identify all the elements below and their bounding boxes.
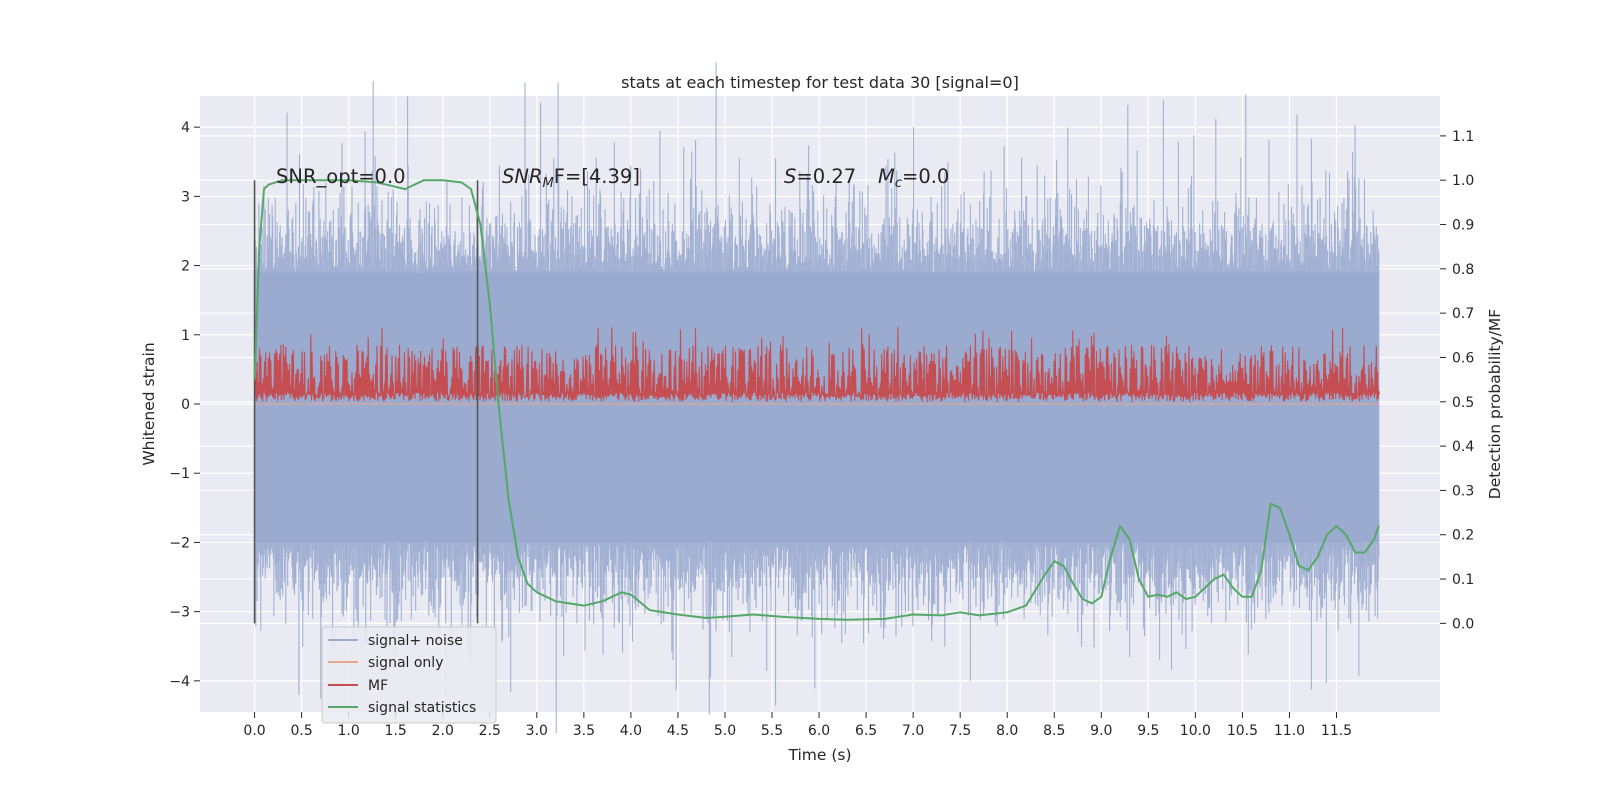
- annotation-mc-sub: c: [895, 176, 902, 191]
- annotations: SNR_opt=0.0 SNRMF=[4.39] S=0.27 Mc=0.0: [276, 165, 949, 191]
- y-tick-label-left: 2: [181, 259, 190, 275]
- legend: signal+ noise signal only MF signal stat…: [321, 626, 497, 724]
- legend-label-signal-only: signal only: [368, 655, 443, 671]
- x-tick-label: 4.5: [667, 723, 689, 739]
- mf-line: [254, 327, 1381, 402]
- signal-statistics-series: [253, 179, 1380, 621]
- axis-ticks: 0.0 0.5 1.0 1.5 2.0 2.5 3.0 3.5 4.0 4.5 5.0 5.5 6.0 6…: [169, 120, 1474, 739]
- legend-label-mf: MF: [368, 678, 388, 694]
- x-tick-label: 2.0: [432, 723, 454, 739]
- x-tick-label: 1.5: [385, 723, 407, 739]
- y-tick-label-right: 0.7: [1452, 306, 1474, 322]
- x-tick-label: 9.5: [1137, 723, 1159, 739]
- y-tick-label-left: 0: [181, 397, 190, 413]
- y-tick-label-left: −4: [169, 674, 190, 690]
- annotation-s-symbol: S: [784, 165, 796, 188]
- x-axis-label: Time (s): [787, 746, 851, 764]
- x-tick-label: 8.0: [996, 723, 1018, 739]
- y-tick-label-right: 1.1: [1452, 129, 1474, 145]
- x-tick-label: 9.0: [1090, 723, 1112, 739]
- signal-noise-series: [254, 62, 1380, 734]
- x-tick-label: 6.0: [808, 723, 830, 739]
- y-tick-label-right: 0.1: [1452, 572, 1474, 588]
- y-tick-label-left: −2: [169, 535, 190, 551]
- y-tick-label-left: 1: [181, 328, 190, 344]
- y-tick-label-right: 0.2: [1452, 528, 1474, 544]
- y-tick-label-right: 0.6: [1452, 350, 1474, 366]
- x-tick-label: 10.0: [1180, 723, 1211, 739]
- x-tick-label: 11.5: [1321, 723, 1352, 739]
- legend-label-signal-statistics: signal statistics: [368, 700, 476, 716]
- chart-title: stats at each timestep for test data 30 …: [621, 73, 1019, 92]
- annotation-s-value: =0.27: [796, 165, 856, 188]
- legend-box: [321, 626, 497, 724]
- y-tick-label-left: −3: [169, 605, 190, 621]
- y-tick-label-right: 0.4: [1452, 439, 1474, 455]
- y-tick-label-right: 1.0: [1452, 173, 1474, 189]
- annotation-snr-mf-sub: M: [543, 176, 554, 191]
- annotation-mc-value: =0.0: [902, 165, 949, 188]
- x-tick-label: 1.0: [338, 723, 360, 739]
- annotation-snr-mf-rest: F=[4.39]: [554, 165, 640, 188]
- annotation-snr-mf-symbol: SNR: [502, 165, 543, 188]
- y-tick-label-right: 0.5: [1452, 395, 1474, 411]
- y-axis-label-left: Whitened strain: [140, 342, 158, 465]
- x-tick-label: 5.5: [761, 723, 783, 739]
- x-tick-label: 7.0: [902, 723, 924, 739]
- x-tick-label: 4.0: [620, 723, 642, 739]
- x-tick-label: 11.0: [1274, 723, 1305, 739]
- x-tick-label: 7.5: [949, 723, 971, 739]
- vertical-markers: [253, 180, 479, 624]
- signal-statistics-line: [253, 179, 1380, 621]
- annotation-mc: Mc=0.0: [878, 165, 949, 191]
- y-tick-label-left: 3: [181, 189, 190, 205]
- annotation-snr-opt: SNR_opt=0.0: [276, 165, 406, 188]
- x-tick-label: 3.5: [573, 723, 595, 739]
- y-tick-label-right: 0.9: [1452, 218, 1474, 234]
- mf-series: [254, 327, 1381, 402]
- y-tick-label-right: 0.0: [1452, 616, 1474, 632]
- y-tick-label-left: −1: [169, 466, 190, 482]
- y-axis-label-right: Detection probability/MF: [1486, 309, 1504, 500]
- legend-label-signal-noise: signal+ noise: [368, 633, 463, 649]
- x-tick-label: 0.0: [243, 723, 265, 739]
- y-tick-label-left: 4: [181, 120, 190, 136]
- annotation-snr-mf: SNRMF=[4.39]: [502, 165, 640, 191]
- x-tick-label: 6.5: [855, 723, 877, 739]
- x-tick-label: 5.0: [714, 723, 736, 739]
- y-tick-label-right: 0.3: [1452, 483, 1474, 499]
- annotation-s: S=0.27: [784, 165, 856, 188]
- x-tick-label: 10.5: [1227, 723, 1258, 739]
- annotation-mc-symbol: M: [878, 165, 895, 188]
- y-tick-label-right: 0.8: [1452, 262, 1474, 278]
- x-tick-label: 0.5: [290, 723, 312, 739]
- x-tick-label: 2.5: [479, 723, 501, 739]
- x-tick-label: 8.5: [1043, 723, 1065, 739]
- x-tick-label: 3.0: [526, 723, 548, 739]
